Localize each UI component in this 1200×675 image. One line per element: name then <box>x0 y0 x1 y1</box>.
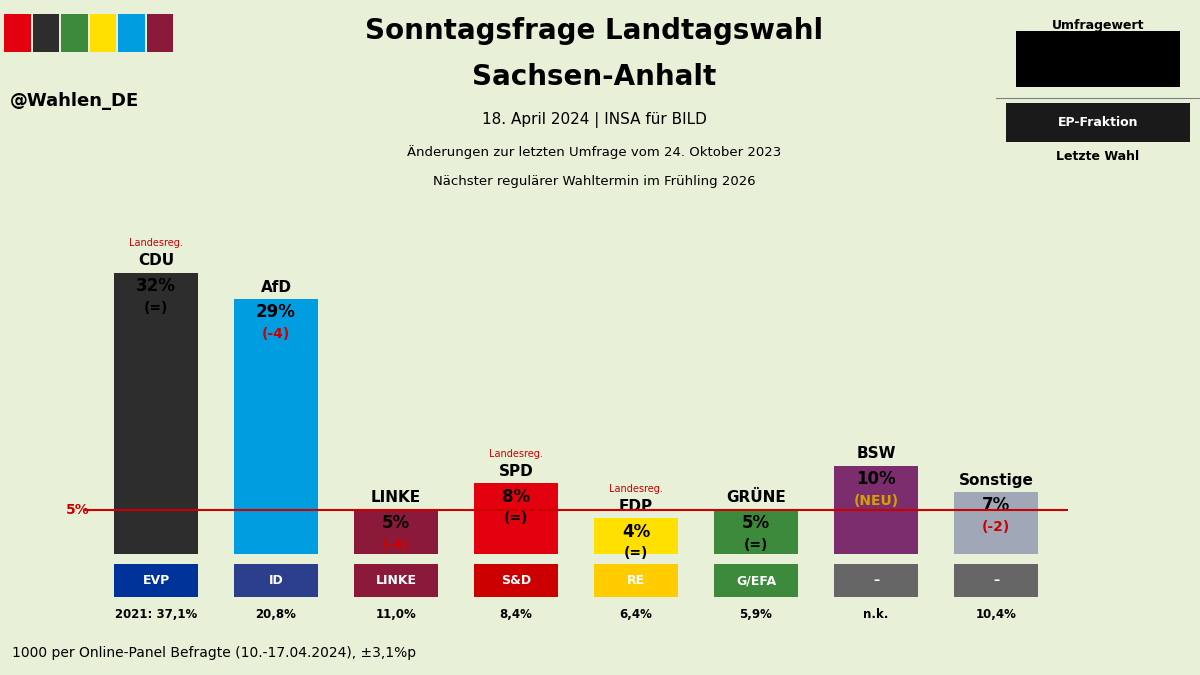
Text: ID: ID <box>269 574 283 587</box>
Text: n.k.: n.k. <box>863 608 889 621</box>
Text: EP-Fraktion: EP-Fraktion <box>1057 116 1139 129</box>
Text: (=): (=) <box>624 547 648 560</box>
Text: 5,9%: 5,9% <box>739 608 773 621</box>
Text: EVP: EVP <box>143 574 169 587</box>
Text: 10,4%: 10,4% <box>976 608 1016 621</box>
Text: AfD: AfD <box>260 279 292 295</box>
Text: FDP: FDP <box>619 499 653 514</box>
FancyBboxPatch shape <box>234 564 318 597</box>
Text: 4%: 4% <box>622 522 650 541</box>
Text: 29%: 29% <box>256 304 296 321</box>
Text: GRÜNE: GRÜNE <box>726 490 786 505</box>
Text: S&D: S&D <box>500 574 532 587</box>
Text: 8%: 8% <box>502 487 530 506</box>
Text: LINKE: LINKE <box>376 574 416 587</box>
Text: 18. April 2024 | INSA für BILD: 18. April 2024 | INSA für BILD <box>481 112 707 128</box>
Text: 32%: 32% <box>136 277 176 295</box>
Text: Landesreg.: Landesreg. <box>610 484 662 494</box>
Bar <box>234 299 318 554</box>
FancyBboxPatch shape <box>61 14 88 52</box>
FancyBboxPatch shape <box>4 14 31 52</box>
FancyBboxPatch shape <box>834 564 918 597</box>
Text: 8,4%: 8,4% <box>499 608 533 621</box>
FancyBboxPatch shape <box>90 14 116 52</box>
Text: Sachsen-Anhalt: Sachsen-Anhalt <box>472 63 716 90</box>
Bar <box>594 518 678 553</box>
Text: SPD: SPD <box>499 464 533 479</box>
Text: Umfragewert: Umfragewert <box>1051 19 1145 32</box>
Text: 7%: 7% <box>982 497 1010 514</box>
Text: (=): (=) <box>504 512 528 525</box>
Text: RE: RE <box>626 574 646 587</box>
Bar <box>474 483 558 554</box>
Text: (NEU): (NEU) <box>853 494 899 508</box>
FancyBboxPatch shape <box>114 564 198 597</box>
FancyBboxPatch shape <box>1007 103 1190 142</box>
FancyBboxPatch shape <box>146 14 174 52</box>
FancyBboxPatch shape <box>354 564 438 597</box>
FancyBboxPatch shape <box>714 564 798 597</box>
FancyBboxPatch shape <box>119 14 145 52</box>
Text: 5%: 5% <box>742 514 770 532</box>
Text: Landesreg.: Landesreg. <box>490 449 542 459</box>
Text: BSW: BSW <box>857 446 895 462</box>
Text: Nächster regulärer Wahltermin im Frühling 2026: Nächster regulärer Wahltermin im Frühlin… <box>433 175 755 188</box>
FancyBboxPatch shape <box>1016 31 1180 87</box>
Text: 20,8%: 20,8% <box>256 608 296 621</box>
Text: 6,4%: 6,4% <box>619 608 653 621</box>
Bar <box>714 510 798 554</box>
Text: 1000 per Online-Panel Befragte (10.-17.04.2024), ±3,1%p: 1000 per Online-Panel Befragte (10.-17.0… <box>12 646 416 660</box>
Text: (=): (=) <box>744 538 768 551</box>
Text: Änderungen zur letzten Umfrage vom 24. Oktober 2023: Änderungen zur letzten Umfrage vom 24. O… <box>407 145 781 159</box>
Text: LINKE: LINKE <box>371 490 421 505</box>
Text: 11,0%: 11,0% <box>376 608 416 621</box>
Text: 2021: 37,1%: 2021: 37,1% <box>115 608 197 621</box>
FancyBboxPatch shape <box>474 564 558 597</box>
Text: –: – <box>992 574 1000 587</box>
Text: @Wahlen_DE: @Wahlen_DE <box>11 92 139 111</box>
Bar <box>354 510 438 554</box>
Text: (-2): (-2) <box>982 520 1010 534</box>
Text: 5%: 5% <box>66 503 90 516</box>
Bar <box>954 492 1038 554</box>
FancyBboxPatch shape <box>594 564 678 597</box>
Text: –: – <box>872 574 880 587</box>
Text: Letzte Wahl: Letzte Wahl <box>1056 151 1140 163</box>
Bar <box>834 466 918 554</box>
Text: (-4): (-4) <box>382 538 410 551</box>
Text: (=): (=) <box>144 301 168 315</box>
Text: CDU: CDU <box>138 253 174 269</box>
Text: 5%: 5% <box>382 514 410 532</box>
Text: (-4): (-4) <box>262 327 290 341</box>
Text: G/EFA: G/EFA <box>736 574 776 587</box>
Text: Sonntagsfrage Landtagswahl: Sonntagsfrage Landtagswahl <box>365 17 823 45</box>
Bar <box>114 273 198 554</box>
FancyBboxPatch shape <box>954 564 1038 597</box>
Text: Sonstige: Sonstige <box>959 472 1033 487</box>
FancyBboxPatch shape <box>32 14 59 52</box>
Text: 10%: 10% <box>856 470 896 488</box>
Text: Landesreg.: Landesreg. <box>130 238 182 248</box>
